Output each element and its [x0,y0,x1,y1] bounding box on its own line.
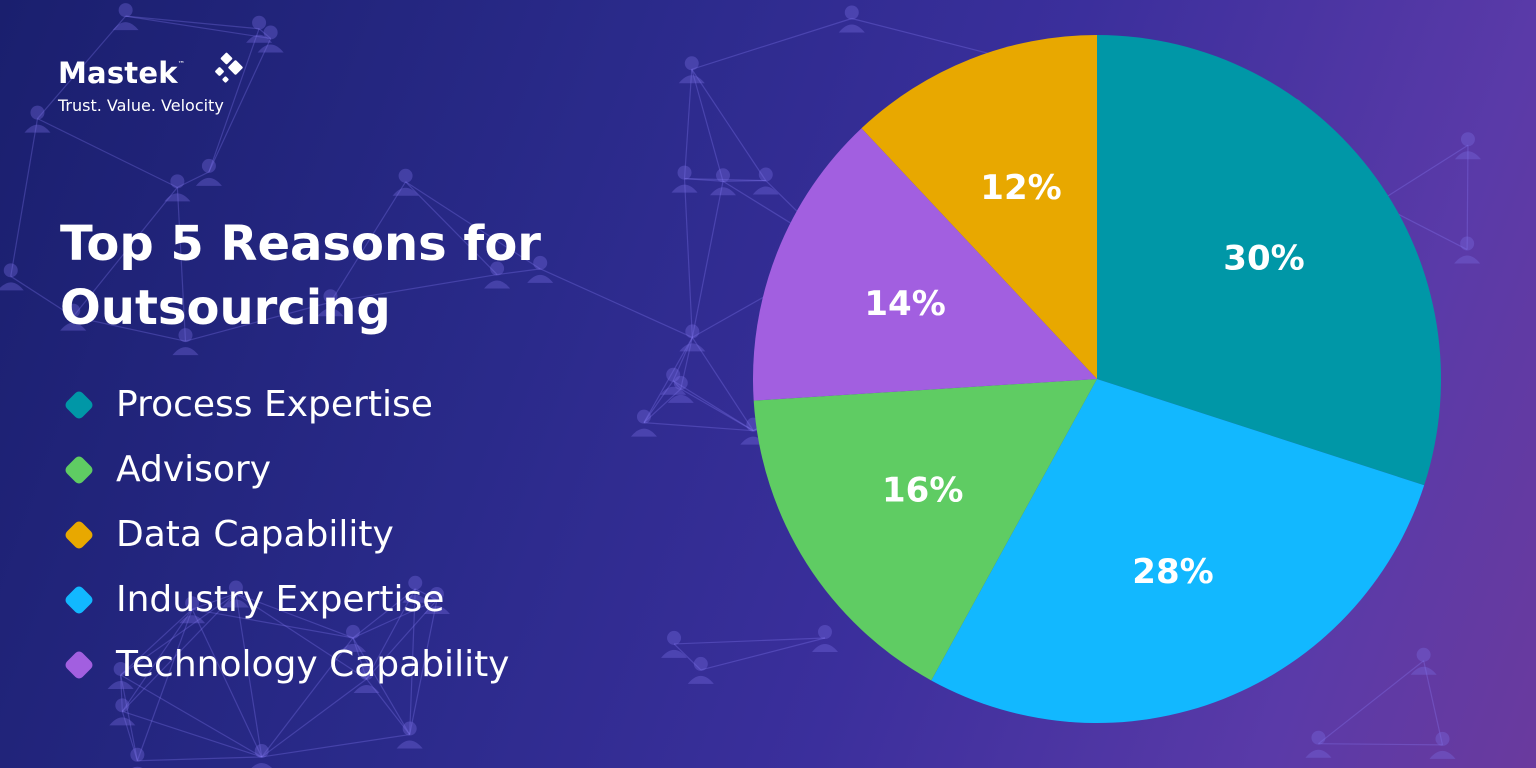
person-node-icon [671,165,698,193]
person-node-icon [112,3,139,31]
person-node-icon [353,666,380,694]
legend-label-data-capability: Data Capability [116,514,394,555]
pie-slice-technology-capability [753,128,1097,401]
person-node-icon [164,174,191,202]
pie-slice-advisory [753,379,1097,681]
diamond-cluster-icon [215,52,243,83]
person-node-icon [752,167,779,195]
person-node-icon [1429,731,1456,759]
legend-item-industry-expertise: Industry Expertise [62,567,622,632]
legend-swatch-data-capability [63,518,95,551]
person-node-icon [1454,132,1481,160]
pie-slice-process-expertise [1097,35,1441,486]
legend-label-industry-expertise: Industry Expertise [116,579,445,620]
person-node-icon [195,158,222,186]
person-node-icon [109,698,136,726]
brand-name: Mastek [58,56,178,90]
person-node-icon [172,328,199,356]
legend-item-data-capability: Data Capability [62,502,622,567]
person-node-icon [340,624,367,652]
person-node-icon [527,255,554,283]
person-node-icon [679,324,706,352]
pie-slice-data-capability [861,34,1097,379]
pie-chart: 30% 28% 16% 14% 12% [753,34,1441,723]
brand-tagline: Trust. Value. Velocity [58,96,224,115]
person-node-icon [630,409,657,437]
person-node-icon [484,261,511,289]
person-node-icon [257,25,284,53]
person-node-icon [838,5,865,33]
pie-label-technology-capability: 14% [864,284,945,324]
person-node-icon [222,580,249,608]
brand-block: Mastek™ Trust. Value. Velocity [58,52,243,115]
legend: Process Expertise Advisory Data Capability… [62,372,622,697]
person-node-icon [24,105,51,133]
brand-trademark: ™ [177,60,185,68]
legend-swatch-technology-capability [63,648,95,681]
person-node-icon [661,630,688,658]
person-node-icon [1410,647,1437,675]
person-node-icon [392,168,419,196]
person-node-icon [811,625,838,653]
person-node-icon [107,661,134,689]
legend-item-technology-capability: Technology Capability [62,632,622,697]
legend-swatch-process-expertise [63,388,95,421]
person-node-icon [423,587,450,615]
person-node-icon [60,303,87,331]
pie-slice-industry-expertise [931,379,1425,723]
person-node-icon [0,263,24,291]
person-node-icon [1454,236,1481,264]
legend-label-process-expertise: Process Expertise [116,384,433,425]
pie-label-data-capability: 12% [980,168,1061,208]
person-node-icon [179,596,206,624]
person-node-icon [130,747,145,768]
chart-title: Top 5 Reasons for Outsourcing [60,216,541,336]
person-node-icon [678,56,705,84]
person-node-icon [251,743,272,768]
legend-label-technology-capability: Technology Capability [116,644,510,685]
legend-label-advisory: Advisory [116,449,272,490]
legend-swatch-industry-expertise [63,583,95,616]
person-node-icon [687,656,714,684]
legend-item-process-expertise: Process Expertise [62,372,622,437]
person-node-icon [246,15,273,43]
pie-label-industry-expertise: 28% [1132,552,1213,592]
person-node-icon [660,367,687,395]
person-node-icon [317,289,344,317]
legend-item-advisory: Advisory [62,437,622,502]
person-node-icon [396,721,423,749]
person-node-icon [710,168,737,196]
person-node-icon [402,575,429,603]
legend-swatch-advisory [63,453,95,486]
person-node-icon [667,375,694,403]
pie-label-process-expertise: 30% [1223,239,1304,279]
person-node-icon [1305,730,1332,758]
pie-label-advisory: 16% [882,471,963,511]
